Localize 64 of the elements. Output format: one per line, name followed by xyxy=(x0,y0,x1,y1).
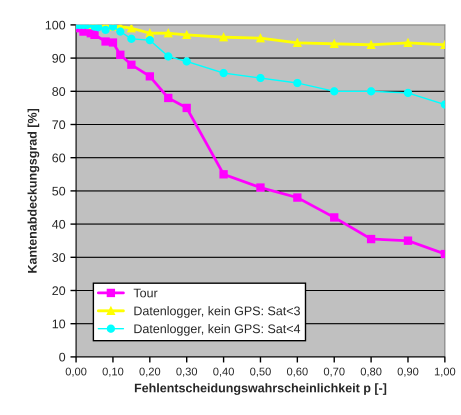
y-tick-label: 10 xyxy=(52,320,66,328)
point xyxy=(366,234,376,244)
point xyxy=(219,68,228,78)
point xyxy=(404,38,412,47)
y-tick-label: 90 xyxy=(52,54,66,63)
point xyxy=(256,34,265,42)
point xyxy=(330,213,338,222)
point xyxy=(182,104,191,112)
point xyxy=(366,87,376,96)
point xyxy=(116,27,124,36)
point xyxy=(293,193,302,202)
x-tick-label: 0,30 xyxy=(176,368,198,377)
y-tick-label: 20 xyxy=(52,286,66,296)
x-tick-label: 0,70 xyxy=(324,368,345,377)
x-tick-label: 0,60 xyxy=(286,368,308,377)
point xyxy=(164,29,172,38)
point xyxy=(330,40,338,48)
y-tick-label: 50 xyxy=(52,186,66,196)
point xyxy=(127,34,136,44)
point xyxy=(404,236,412,245)
point xyxy=(256,183,265,192)
point xyxy=(90,30,99,40)
x-tick-label: 0,80 xyxy=(360,368,382,377)
point xyxy=(146,72,154,81)
x-tick-label: 0,90 xyxy=(398,368,418,377)
y-tick-label: 40 xyxy=(52,220,66,229)
point xyxy=(293,38,302,47)
point xyxy=(219,33,228,42)
point xyxy=(404,88,412,98)
point xyxy=(293,78,302,88)
y-tick-label: 70 xyxy=(52,120,66,130)
y-tick-label: 60 xyxy=(52,154,66,162)
y-tick-label: 80 xyxy=(52,87,66,96)
point xyxy=(182,57,191,66)
point xyxy=(164,94,172,102)
y-tick-label: 0 xyxy=(59,352,66,362)
x-tick-label: 0,50 xyxy=(250,368,271,377)
point xyxy=(101,26,110,34)
point xyxy=(127,24,136,32)
x-tick-label: 1,00 xyxy=(434,368,456,377)
point xyxy=(182,30,191,40)
point xyxy=(101,37,110,46)
legend-label: Datenlogger, kein GPS: Sat<4 xyxy=(134,324,300,336)
point xyxy=(146,29,154,38)
point xyxy=(94,24,102,32)
point xyxy=(127,60,136,69)
x-tick-label: 0,20 xyxy=(139,368,160,377)
legend-label: Tour xyxy=(134,288,158,298)
y-tick-label: 100 xyxy=(46,20,66,30)
x-tick-label: 0,10 xyxy=(102,368,124,377)
x-axis-title: Fehlentscheidungswahrscheinlichkeit p [-] xyxy=(134,383,386,395)
y-axis-title: Kantenabdeckungsgrad [%] xyxy=(28,108,40,273)
point xyxy=(164,52,172,61)
y-tick-label: 30 xyxy=(52,253,66,262)
point xyxy=(219,170,228,178)
x-tick-label: 0,00 xyxy=(66,368,86,377)
point xyxy=(108,38,118,47)
point xyxy=(146,36,154,44)
x-tick-label: 0,40 xyxy=(213,368,234,377)
legend-label: Datenlogger, kein GPS: Sat<3 xyxy=(134,306,300,318)
point xyxy=(366,40,376,49)
point xyxy=(330,87,338,96)
point xyxy=(116,50,124,59)
point xyxy=(256,74,265,82)
